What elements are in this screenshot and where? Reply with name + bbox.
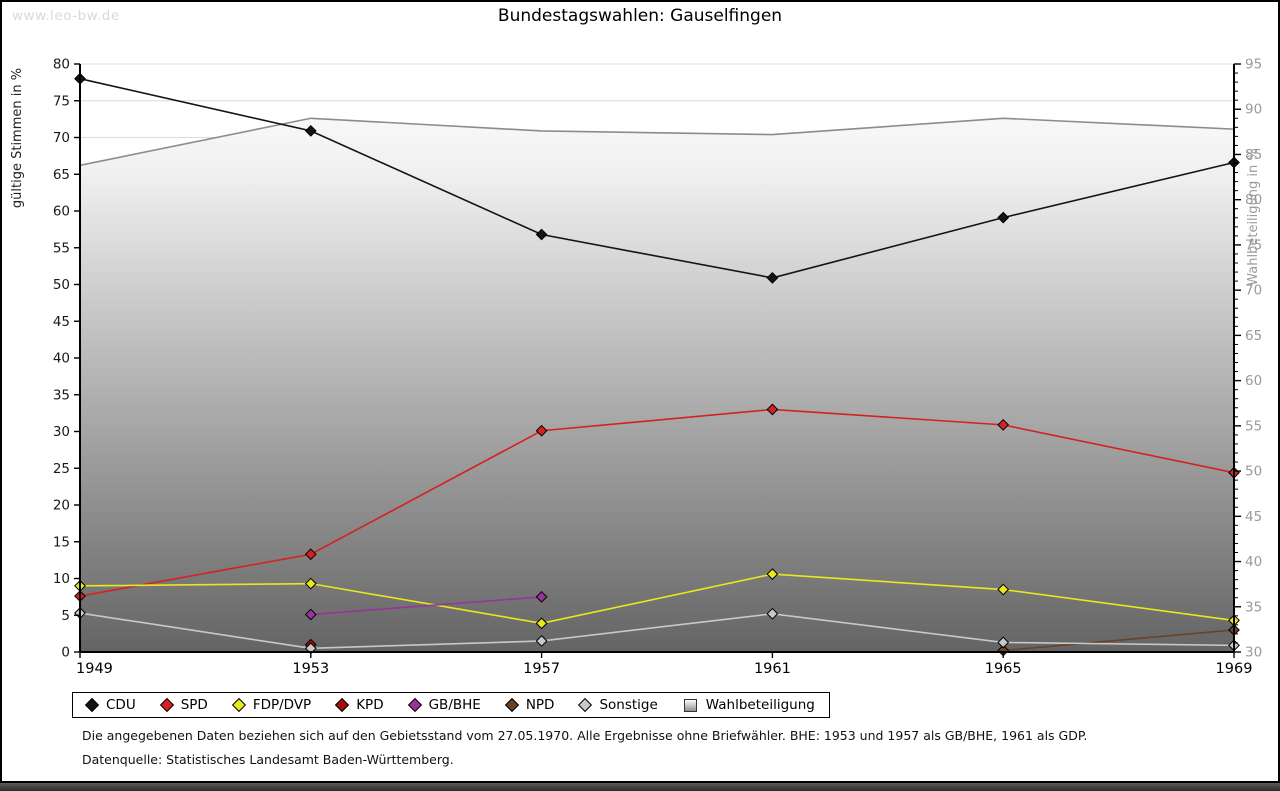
data-point-diamond: [997, 211, 1010, 224]
data-point-diamond: [304, 608, 317, 621]
legend-marker-fdp-dvp-icon: [231, 697, 246, 713]
legend-label-cdu: CDU: [106, 697, 136, 713]
legend-item-gb-bhe: GB/BHE: [407, 697, 481, 713]
data-point-diamond: [304, 577, 317, 590]
legend-marker-wahlbeteiligung-icon: [683, 698, 697, 712]
x-tick-label: 1949: [76, 661, 113, 677]
x-tick-label: 1965: [985, 661, 1022, 677]
right-tick-label: 60: [1245, 373, 1262, 389]
left-tick-label: 45: [53, 314, 70, 330]
data-point-diamond: [535, 617, 548, 630]
series-line-gb-bhe: [310, 596, 542, 616]
right-tick-label: 75: [1245, 237, 1262, 253]
left-tick-label: 25: [53, 461, 70, 477]
x-tick-label: 1953: [292, 661, 329, 677]
data-point-diamond: [304, 124, 317, 137]
left-tick-label: 35: [53, 387, 70, 403]
series-line-cdu: [79, 77, 1235, 279]
legend-label-wahlbeteiligung: Wahlbeteiligung: [705, 697, 815, 713]
turnout-line: [79, 117, 1235, 167]
data-point-diamond: [766, 568, 779, 580]
x-tick-label: 1961: [754, 661, 791, 677]
left-tick-label: 30: [53, 424, 70, 440]
right-tick-label: 50: [1245, 464, 1262, 480]
right-tick-label: 55: [1245, 418, 1262, 434]
legend-label-npd: NPD: [525, 697, 555, 713]
legend-item-kpd: KPD: [335, 697, 384, 713]
left-tick-label: 75: [53, 93, 70, 109]
right-tick-label: 95: [1245, 57, 1262, 73]
legend-label-fdp-dvp: FDP/DVP: [252, 697, 312, 713]
data-point-diamond: [766, 607, 779, 620]
left-tick-label: 55: [53, 240, 70, 256]
right-tick-label: 40: [1245, 554, 1262, 570]
footnote-geography: Die angegebenen Daten beziehen sich auf …: [82, 728, 1088, 743]
left-tick-label: 40: [53, 351, 70, 367]
turnout-area: [80, 118, 1234, 653]
left-tick-label: 15: [53, 534, 70, 550]
legend-marker-spd-icon: [159, 697, 174, 713]
series-line-npd: [1003, 629, 1235, 652]
footnote-source: Datenquelle: Statistisches Landesamt Bad…: [82, 752, 454, 767]
left-tick-label: 70: [53, 130, 70, 146]
left-tick-label: 5: [61, 608, 70, 624]
window-bottom-bar: [0, 783, 1280, 791]
data-point-diamond: [766, 403, 779, 416]
legend-item-sonstige: Sonstige: [578, 697, 658, 713]
legend-label-sonstige: Sonstige: [599, 697, 658, 713]
legend-marker-sonstige-icon: [578, 697, 593, 713]
chart-legend: CDU SPD FDP/DVP KPD GB/BHE NPD Sonstige Wahlbet…: [72, 692, 830, 718]
right-tick-label: 45: [1245, 509, 1262, 525]
left-tick-label: 50: [53, 277, 70, 293]
data-point-diamond: [997, 418, 1010, 431]
right-axis-label: Wahlbeteiligung in %: [1246, 148, 1261, 286]
data-point-diamond: [535, 228, 548, 241]
left-tick-label: 60: [53, 204, 70, 220]
series-line-spd: [79, 408, 1235, 597]
legend-label-kpd: KPD: [356, 697, 384, 713]
right-tick-label: 85: [1245, 147, 1262, 163]
data-point-diamond: [997, 583, 1010, 596]
right-tick-label: 30: [1245, 645, 1262, 661]
right-tick-label: 70: [1245, 283, 1262, 299]
left-tick-label: 0: [61, 645, 70, 661]
election-line-chart: 0 5 10 15 20 25 30 35 40 45 50 55 60 65 70 75 80 30 35 40 45…: [53, 57, 1262, 678]
legend-item-npd: NPD: [504, 697, 555, 713]
right-tick-label: 65: [1245, 328, 1262, 344]
data-point-diamond: [304, 548, 317, 561]
legend-marker-cdu-icon: [84, 697, 100, 713]
series-line-fdp-dvp: [79, 573, 1235, 625]
legend-label-gb-bhe: GB/BHE: [428, 697, 481, 713]
left-tick-label: 65: [53, 167, 70, 183]
legend-item-spd: SPD: [159, 697, 208, 713]
right-tick-label: 80: [1245, 192, 1262, 208]
x-tick-label: 1957: [523, 661, 560, 677]
data-point-diamond: [535, 424, 548, 437]
legend-marker-gb-bhe-icon: [407, 697, 422, 713]
right-tick-label: 90: [1245, 102, 1262, 118]
watermark: www.leo-bw.de: [12, 8, 120, 24]
right-tick-label: 35: [1245, 599, 1262, 615]
legend-item-fdp-dvp: FDP/DVP: [231, 697, 312, 713]
x-tick-label: 1969: [1216, 661, 1253, 677]
legend-label-spd: SPD: [180, 697, 208, 713]
data-point-diamond: [997, 636, 1010, 649]
legend-marker-npd-icon: [504, 697, 519, 713]
legend-item-wahlbeteiligung: Wahlbeteiligung: [683, 697, 815, 713]
series-line-sonstige: [79, 612, 1235, 650]
chart-title: Bundestagswahlen: Gauselfingen: [497, 6, 783, 26]
left-tick-label: 80: [53, 57, 70, 73]
left-tick-label: 20: [53, 498, 70, 514]
data-point-diamond: [766, 271, 779, 284]
legend-marker-kpd-icon: [335, 697, 350, 713]
data-point-diamond: [535, 590, 548, 603]
legend-item-cdu: CDU: [84, 697, 136, 713]
data-point-diamond: [535, 635, 548, 647]
left-axis-label: gültige Stimmen in %: [10, 67, 25, 209]
left-tick-label: 10: [53, 571, 70, 587]
